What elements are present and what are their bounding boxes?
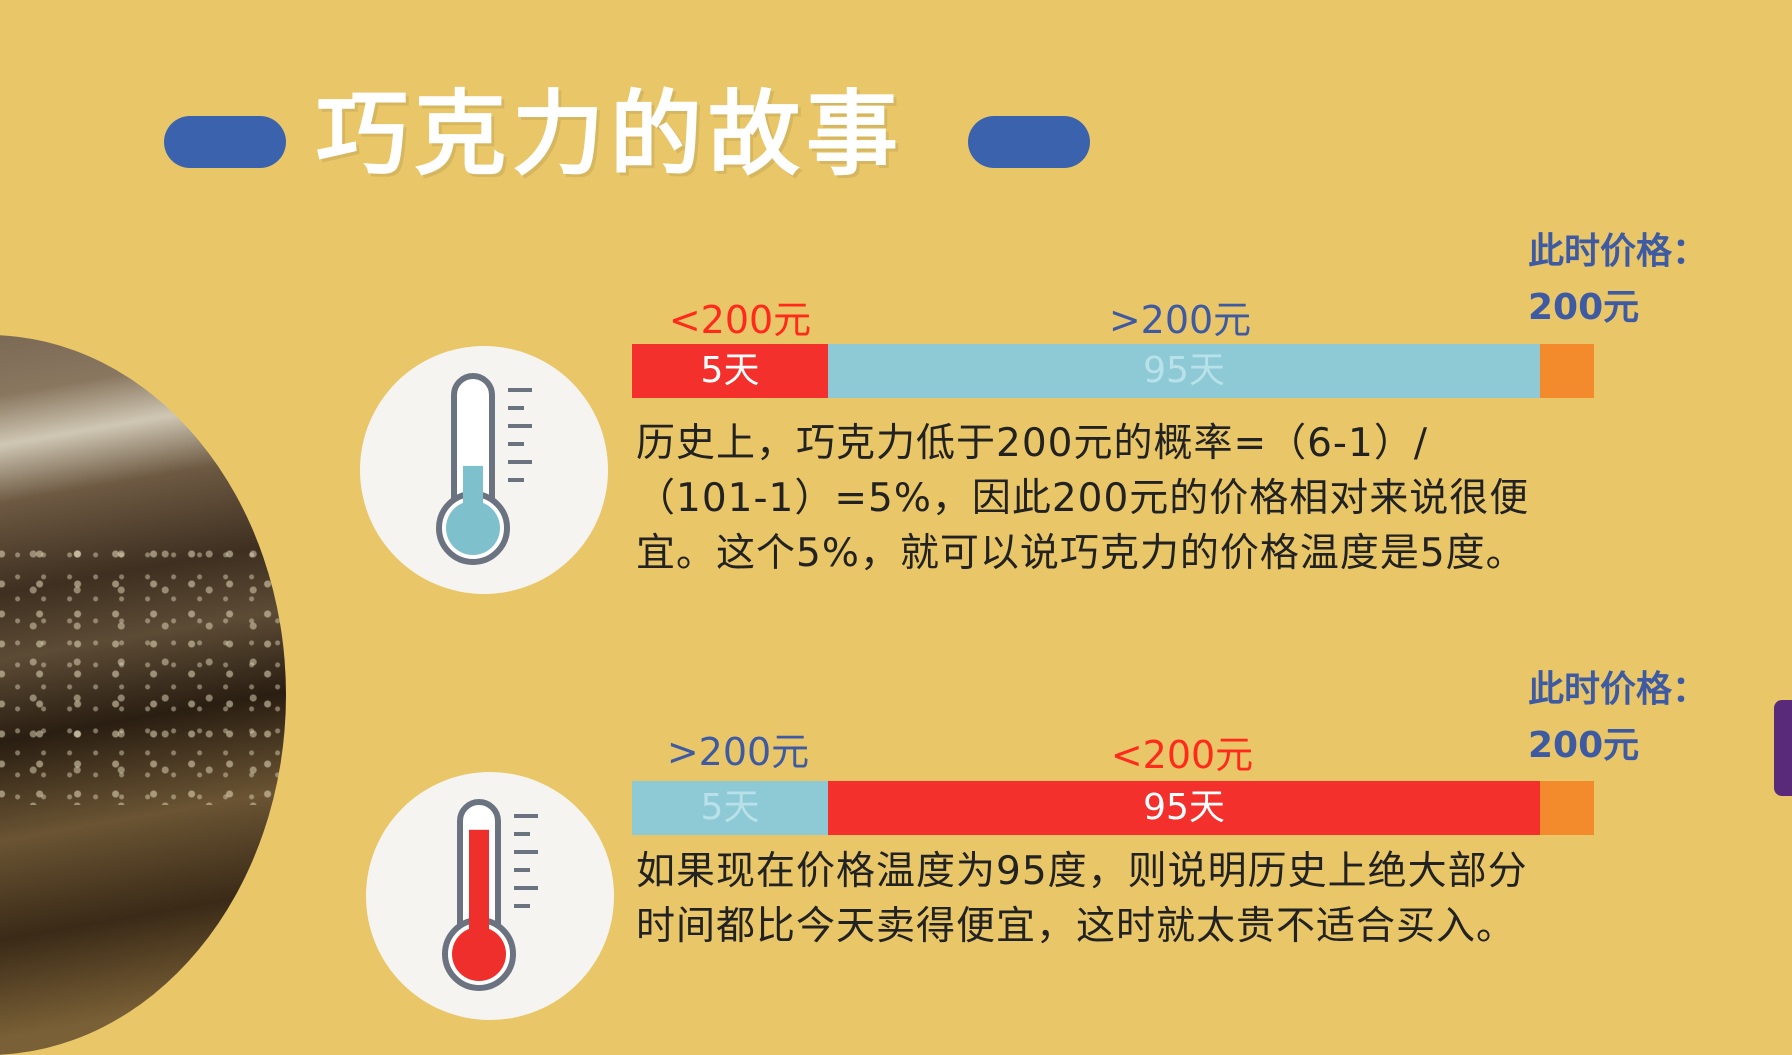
bar1-label-left: <200元 [668, 298, 812, 342]
paragraph-2: 如果现在价格温度为95度，则说明历史上绝大部分时间都比今天卖得便宜，这时就太贵不… [636, 849, 1528, 949]
bar1-seg-current [1540, 344, 1594, 398]
floating-side-tab[interactable] [1774, 700, 1792, 796]
thermometer-low-icon [436, 373, 532, 565]
bar1-seg-right: 95天 [828, 344, 1540, 398]
title-right-pill [968, 116, 1090, 168]
bar2-label-right: <200元 [1110, 733, 1254, 777]
title-left-pill [164, 116, 286, 168]
photo-texture [0, 545, 286, 805]
current-price-label: 此时价格： [1528, 669, 1709, 710]
bar2-seg-current [1540, 781, 1594, 835]
paragraph-1: 历史上，巧克力低于200元的概率=（6-1）/（101-1）=5%，因此200元… [636, 421, 1530, 576]
chocolate-photo [0, 335, 286, 1055]
price-bar-2: 5天 95天 [632, 781, 1594, 835]
bar1-label-right: >200元 [1108, 298, 1252, 342]
current-price-label: 此时价格： [1528, 231, 1709, 272]
bar2-seg-right: 95天 [828, 781, 1540, 835]
current-price-2: 此时价格： 200元 [1528, 662, 1708, 774]
thermometer-circle-2 [366, 772, 614, 1020]
page-title: 巧克力的故事 [316, 81, 905, 188]
bar1-seg-left: 5天 [632, 344, 828, 398]
current-price-value: 200元 [1528, 287, 1640, 328]
thermometer-circle-1 [360, 346, 608, 594]
current-price-1: 此时价格： 200元 [1528, 224, 1708, 336]
thermometer-high-icon [442, 799, 538, 991]
bar2-seg-left: 5天 [632, 781, 828, 835]
price-bar-1: 5天 95天 [632, 344, 1594, 398]
bar2-label-left: >200元 [666, 730, 810, 774]
current-price-value: 200元 [1528, 725, 1640, 766]
